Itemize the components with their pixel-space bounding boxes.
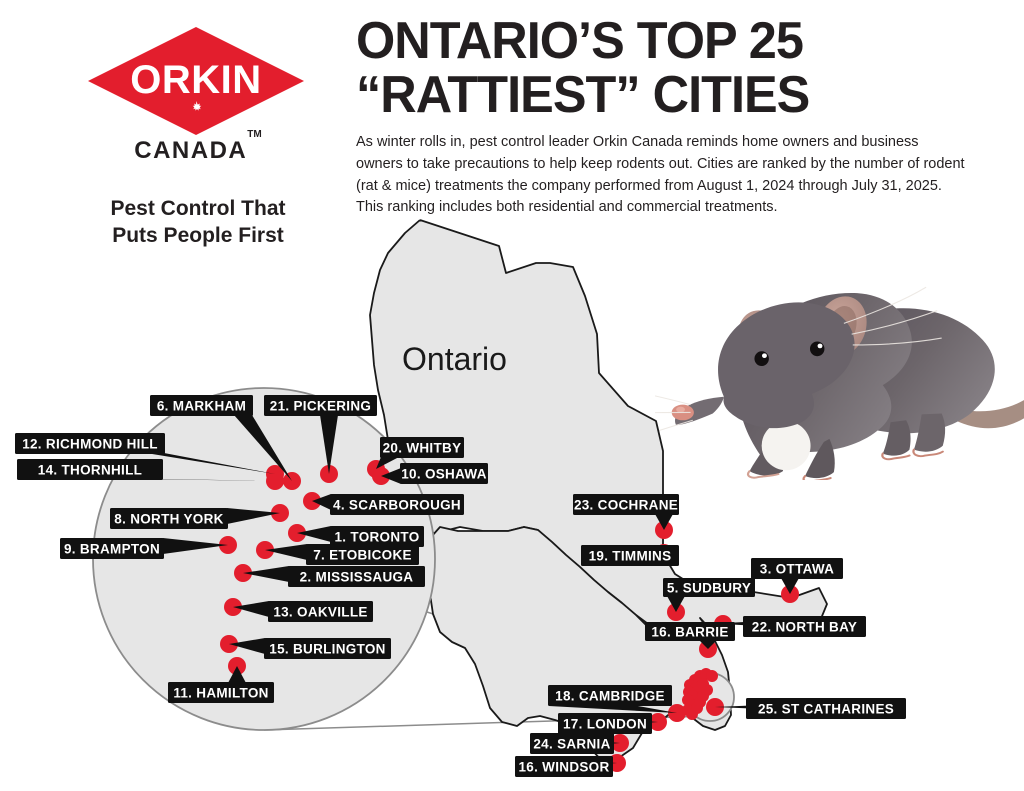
- svg-text:12. RICHMOND HILL: 12. RICHMOND HILL: [22, 437, 158, 452]
- svg-text:13. OAKVILLE: 13. OAKVILLE: [273, 605, 367, 620]
- svg-text:1. TORONTO: 1. TORONTO: [334, 530, 419, 545]
- svg-text:8. NORTH YORK: 8. NORTH YORK: [114, 512, 223, 527]
- svg-text:6. MARKHAM: 6. MARKHAM: [157, 399, 246, 414]
- svg-text:21. PICKERING: 21. PICKERING: [270, 399, 371, 414]
- svg-text:2. MISSISSAUGA: 2. MISSISSAUGA: [300, 570, 414, 585]
- svg-text:15. BURLINGTON: 15. BURLINGTON: [269, 642, 385, 657]
- svg-text:10. OSHAWA: 10. OSHAWA: [401, 467, 487, 482]
- svg-text:9. BRAMPTON: 9. BRAMPTON: [64, 542, 160, 557]
- svg-text:16. WINDSOR: 16. WINDSOR: [518, 760, 609, 775]
- svg-text:14. THORNHILL: 14. THORNHILL: [38, 463, 142, 478]
- svg-text:11. HAMILTON: 11. HAMILTON: [173, 686, 268, 701]
- svg-text:18. CAMBRIDGE: 18. CAMBRIDGE: [555, 689, 665, 704]
- svg-text:23. COCHRANE: 23. COCHRANE: [574, 498, 678, 513]
- svg-text:3. OTTAWA: 3. OTTAWA: [760, 562, 834, 577]
- svg-text:4. SCARBOROUGH: 4. SCARBOROUGH: [333, 498, 461, 513]
- svg-text:16. BARRIE: 16. BARRIE: [651, 625, 728, 640]
- svg-text:7. ETOBICOKE: 7. ETOBICOKE: [313, 548, 412, 563]
- svg-text:25. ST CATHARINES: 25. ST CATHARINES: [758, 702, 894, 717]
- svg-text:24. SARNIA: 24. SARNIA: [533, 737, 610, 752]
- svg-text:22. NORTH BAY: 22. NORTH BAY: [752, 620, 857, 635]
- svg-text:19. TIMMINS: 19. TIMMINS: [589, 549, 672, 564]
- svg-text:17. LONDON: 17. LONDON: [563, 717, 647, 732]
- svg-text:20. WHITBY: 20. WHITBY: [383, 441, 462, 456]
- svg-text:5. SUDBURY: 5. SUDBURY: [667, 581, 751, 596]
- svg-text:Ontario: Ontario: [402, 341, 507, 377]
